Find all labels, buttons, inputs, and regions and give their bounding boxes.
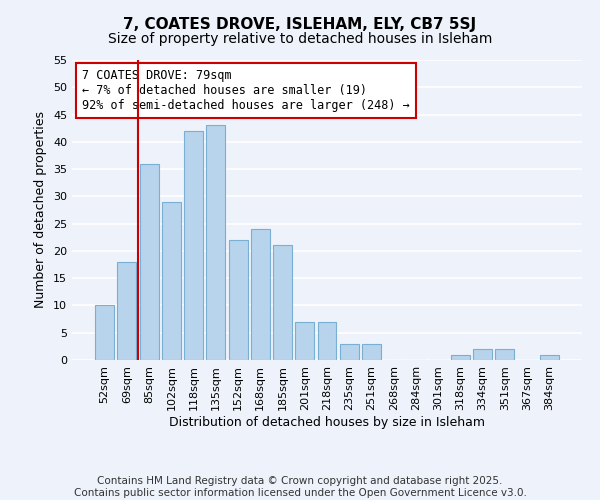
Text: 7 COATES DROVE: 79sqm
← 7% of detached houses are smaller (19)
92% of semi-detac: 7 COATES DROVE: 79sqm ← 7% of detached h…: [82, 69, 410, 112]
Bar: [451, 354, 470, 360]
Bar: [251, 229, 270, 360]
Bar: [295, 322, 314, 360]
Bar: [273, 246, 292, 360]
X-axis label: Distribution of detached houses by size in Isleham: Distribution of detached houses by size …: [169, 416, 485, 428]
Bar: [140, 164, 158, 360]
Bar: [473, 349, 492, 360]
Bar: [229, 240, 248, 360]
Bar: [540, 354, 559, 360]
Bar: [95, 306, 114, 360]
Text: 7, COATES DROVE, ISLEHAM, ELY, CB7 5SJ: 7, COATES DROVE, ISLEHAM, ELY, CB7 5SJ: [124, 18, 476, 32]
Bar: [340, 344, 359, 360]
Bar: [118, 262, 136, 360]
Y-axis label: Number of detached properties: Number of detached properties: [34, 112, 47, 308]
Bar: [184, 131, 203, 360]
Bar: [206, 126, 225, 360]
Bar: [496, 349, 514, 360]
Bar: [362, 344, 381, 360]
Text: Contains HM Land Registry data © Crown copyright and database right 2025.
Contai: Contains HM Land Registry data © Crown c…: [74, 476, 526, 498]
Text: Size of property relative to detached houses in Isleham: Size of property relative to detached ho…: [108, 32, 492, 46]
Bar: [317, 322, 337, 360]
Bar: [162, 202, 181, 360]
